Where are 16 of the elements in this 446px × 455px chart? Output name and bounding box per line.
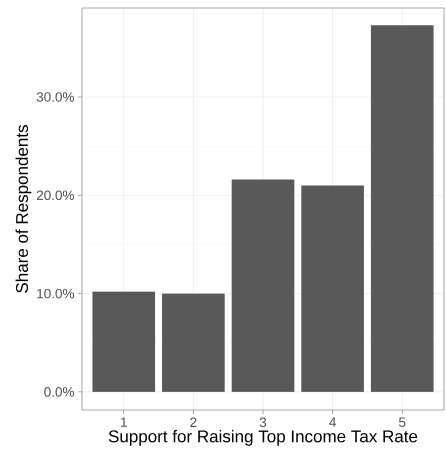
x-tick-label: 3 — [260, 418, 266, 428]
y-tick-label: 10.0% — [37, 288, 74, 298]
y-tick-label: 30.0% — [36, 92, 74, 102]
y-tick-label: 0.0% — [44, 387, 74, 397]
y-axis-title: Share of Respondents — [16, 125, 32, 293]
x-tick-label: 1 — [121, 418, 127, 427]
x-tick-label: 4 — [329, 418, 336, 427]
x-tick-label: 2 — [190, 418, 196, 427]
x-tick-label: 5 — [399, 418, 406, 427]
bar — [370, 25, 434, 392]
bar — [301, 185, 364, 392]
bar — [232, 180, 294, 392]
x-axis-title: Support for Raising Top Income Tax Rate — [108, 430, 418, 446]
y-tick-label: 20.0% — [36, 190, 74, 200]
bar — [162, 294, 225, 392]
bar — [92, 292, 156, 392]
